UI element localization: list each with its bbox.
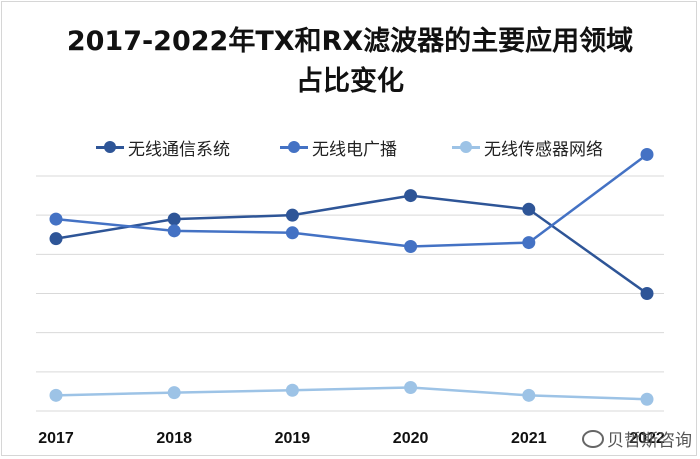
chart-title-line-2: 占比变化: [296, 66, 404, 97]
legend-label-2: 无线电广播: [312, 139, 397, 160]
legend-label-3: 无线传感器网络: [484, 139, 603, 160]
x-tick-label: 2019: [275, 430, 311, 447]
data-point-series-3: [640, 392, 654, 406]
data-point-series-3: [404, 381, 418, 394]
series-line-1: [55, 194, 648, 295]
x-tick-label: 2021: [511, 430, 547, 447]
data-point-series-1: [404, 189, 418, 203]
data-point-series-1: [522, 202, 536, 216]
legend-swatch-1: [96, 140, 124, 153]
legend-item-series-1: 无线通信系统: [96, 134, 230, 160]
x-tick-label: 2020: [393, 430, 429, 447]
data-point-series-2: [167, 224, 181, 238]
data-point-series-2: [640, 147, 654, 161]
data-point-series-3: [285, 383, 299, 397]
data-point-series-2: [404, 240, 418, 253]
legend-item-series-2: 无线电广播: [280, 134, 397, 160]
x-tick-label: 2022: [629, 430, 665, 447]
data-point-series-1: [640, 287, 654, 300]
chart-title: 2017-2022年TX和RX滤波器的主要应用领域 占比变化: [0, 22, 700, 102]
data-point-series-2: [522, 236, 536, 250]
chart-legend: 无线通信系统 无线电广播 无线传感器网络: [0, 134, 700, 160]
data-point-series-3: [522, 388, 536, 402]
legend-swatch-2: [280, 140, 308, 153]
legend-swatch-3: [452, 140, 480, 153]
data-point-series-2: [285, 226, 299, 240]
x-tick-label: 2017: [38, 430, 74, 447]
weibo-icon: [582, 429, 604, 448]
data-point-series-3: [49, 388, 63, 402]
legend-label-1: 无线通信系统: [128, 139, 230, 160]
data-point-series-1: [49, 232, 63, 246]
legend-item-series-3: 无线传感器网络: [452, 134, 603, 160]
watermark: 贝哲斯咨询: [582, 426, 692, 451]
series-line-3: [55, 386, 648, 401]
data-point-series-3: [167, 386, 181, 400]
chart-title-line-1: 2017-2022年TX和RX滤波器的主要应用领域: [66, 26, 634, 57]
x-tick-label: 2018: [156, 430, 192, 447]
data-point-series-1: [167, 212, 181, 226]
watermark-text: 贝哲斯咨询: [607, 431, 692, 451]
data-point-series-1: [285, 208, 299, 222]
series-line-2: [55, 153, 648, 248]
data-point-series-2: [49, 212, 63, 226]
